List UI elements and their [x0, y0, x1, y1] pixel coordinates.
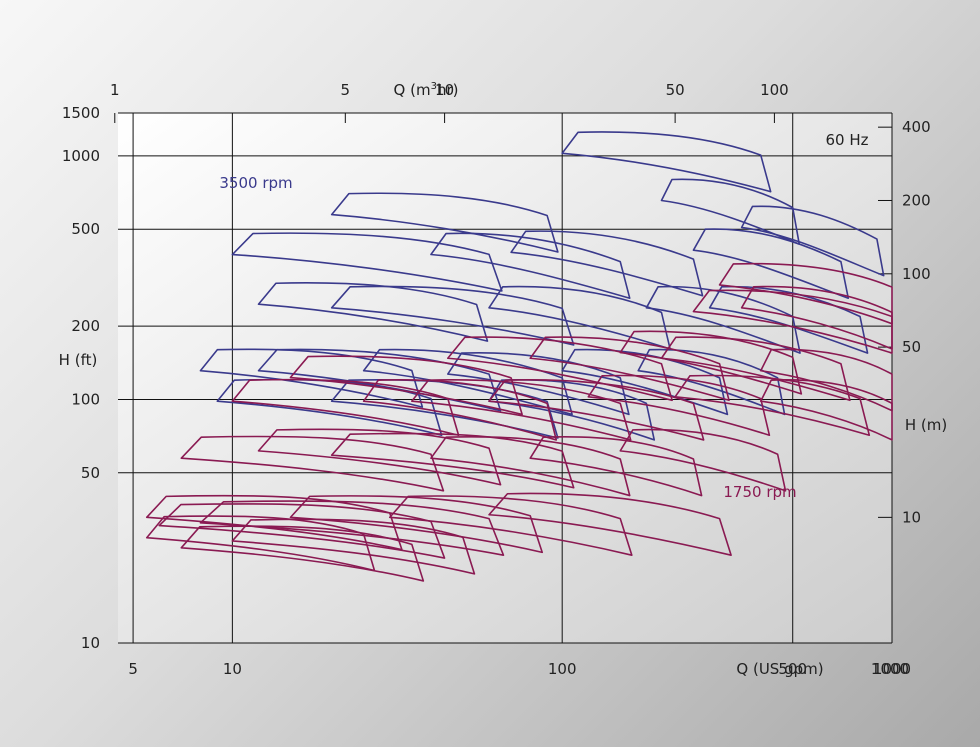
y-tick-label-right: 10: [902, 508, 921, 526]
x-tick-label-bottom: 10: [223, 660, 242, 678]
envelope-3500-8: [257, 282, 489, 342]
envelope-3500-12: [708, 285, 869, 354]
envelope-3500-3: [231, 232, 503, 292]
envelope-1750-3: [447, 336, 673, 402]
envelope-1750-9: [231, 378, 460, 437]
y-tick-label-left: 200: [71, 317, 100, 335]
x-tick-label-bottom: 100: [548, 660, 577, 678]
envelope-1750-0: [718, 262, 893, 325]
x-top-label-prefix: Q (m: [394, 81, 431, 99]
envelope-1750-25: [289, 495, 544, 554]
y-tick-label-left: 1000: [62, 147, 100, 165]
envelope-1750-23: [158, 503, 446, 559]
tick-labels: 5101005001000100015105010050080015001000…: [62, 81, 931, 678]
y-tick-label-left: 100: [71, 390, 100, 408]
envelope-1750-26: [388, 495, 633, 556]
series-label-3500: 3500 rpm: [219, 174, 292, 192]
series-label-1750: 1750 rpm: [723, 483, 796, 501]
x-tick-label-top: 100: [760, 81, 789, 99]
envelope-1750-30: [231, 518, 476, 575]
envelope-1750-6: [660, 336, 851, 402]
envelope-1750-2: [740, 285, 893, 350]
x-tick-label-bottom: 1000: [873, 660, 911, 678]
y-tick-label-right: 100: [902, 265, 931, 283]
envelope-3500-7: [740, 205, 885, 277]
envelope-1750-27: [488, 492, 732, 556]
envelope-1750-19: [430, 436, 631, 497]
x-tick-label-bottom: 1000: [871, 660, 909, 678]
envelope-3500-4: [430, 232, 631, 300]
y-tick-label-left: 1500: [62, 104, 100, 122]
envelope-3500-5: [510, 230, 704, 297]
y-tick-label-right: 50: [902, 338, 921, 356]
y-tick-label-left: 500: [71, 220, 100, 238]
y-axis-label-left: H (ft): [59, 351, 98, 369]
y-tick-label-right: 400: [902, 118, 931, 136]
envelope-1750-13: [587, 374, 771, 437]
x-tick-label-top: 5: [341, 81, 351, 99]
x-top-label-suffix: hr): [437, 81, 459, 99]
plot-area: [118, 113, 892, 643]
envelope-1750-18: [330, 432, 575, 489]
envelope-1750-20: [529, 436, 703, 497]
y-tick-label-left: 10: [81, 634, 100, 652]
x-tick-label-top: 50: [666, 81, 685, 99]
envelope-1750-24: [199, 500, 505, 556]
envelope-1750-5: [619, 330, 803, 395]
y-tick-label-right: 200: [902, 191, 931, 209]
envelope-3500-10: [488, 285, 671, 350]
x-axis-label-bottom: Q (US gpm): [736, 660, 823, 678]
x-top-label-sup: 3: [431, 81, 437, 92]
envelope-3500-16: [447, 352, 630, 416]
envelope-3500-2: [660, 178, 801, 245]
curve-layer: [145, 131, 893, 582]
envelope-1750-4: [529, 336, 730, 402]
envelope-3500-6: [692, 228, 850, 300]
envelope-1750-28: [145, 515, 376, 572]
envelope-1750-15: [759, 379, 893, 441]
tick-marks: [114, 113, 892, 518]
envelope-3500-0: [330, 192, 559, 253]
x-tick-label-bottom: 500: [778, 660, 807, 678]
envelope-1750-21: [619, 428, 787, 492]
y-tick-label-left: 50: [81, 464, 100, 482]
x-tick-label-top: 10: [435, 81, 454, 99]
envelope-3500-11: [645, 285, 801, 354]
y-axis-label-right: H (m): [905, 416, 947, 434]
envelope-3500-18: [637, 348, 786, 416]
x-tick-label-top: 1: [110, 81, 120, 99]
envelope-1750-8: [289, 355, 523, 416]
envelope-1750-12: [488, 379, 705, 441]
envelope-3500-1: [561, 131, 772, 193]
annotation-60hz: 60 Hz: [825, 131, 868, 149]
x-axis-label-top: Q (m3hr): [394, 81, 459, 99]
envelope-1750-14: [674, 374, 871, 437]
x-tick-label-bottom: 5: [128, 660, 138, 678]
envelope-3500-9: [330, 285, 575, 346]
